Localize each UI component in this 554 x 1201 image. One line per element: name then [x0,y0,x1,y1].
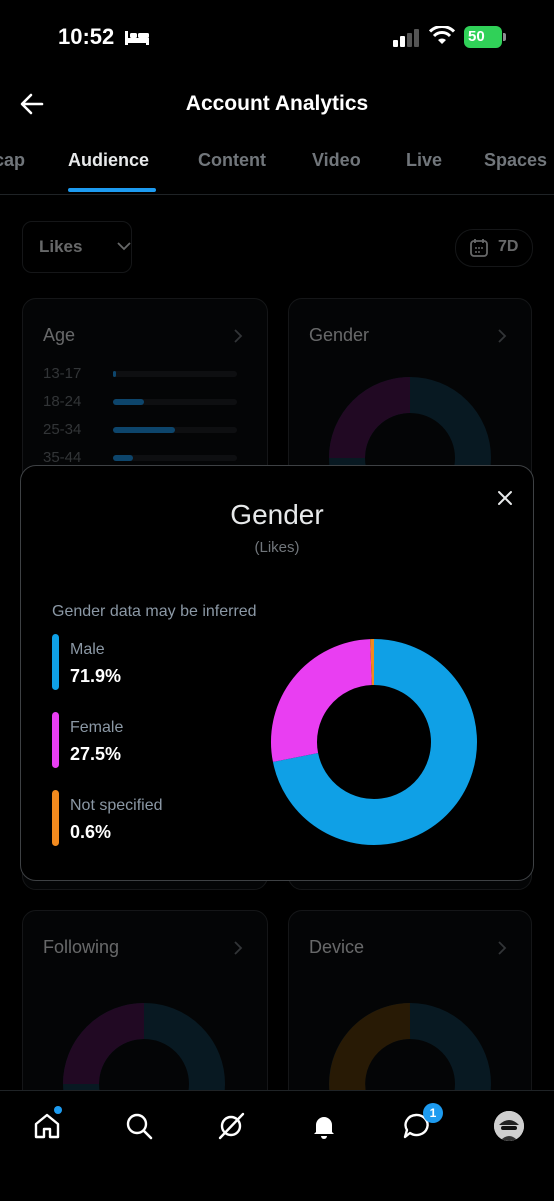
home-new-indicator [54,1106,62,1114]
chevron-right-icon [498,329,507,343]
tab-spaces[interactable]: Spaces [484,150,547,171]
date-range-label: 7D [498,238,518,256]
legend-label: Male [70,641,105,659]
tab-live[interactable]: Live [406,150,442,171]
age-label: 25-34 [43,421,81,438]
app-header: Account Analytics [0,76,554,132]
age-bar-fill [113,427,175,433]
tab-overview[interactable]: cap [0,150,25,171]
grok-icon[interactable] [216,1111,246,1141]
date-range-button[interactable]: 7D [455,229,533,267]
legend-label: Female [70,719,123,737]
legend-swatch [52,790,59,846]
sleep-focus-icon [124,28,150,46]
status-time: 10:52 [58,24,114,50]
metric-dropdown-value: Likes [39,237,82,257]
chevron-right-icon [234,329,243,343]
gender-donut-chart [270,638,478,846]
messages-badge: 1 [423,1103,443,1123]
donut-slice-female [294,662,371,757]
legend-label: Not specified [70,797,163,815]
card-title: Gender [309,325,369,346]
age-bar-fill [113,399,144,405]
chevron-right-icon [498,941,507,955]
legend-value: 0.6% [70,822,111,843]
legend-value: 71.9% [70,666,121,687]
calendar-icon [469,238,489,258]
modal-title: Gender [21,499,533,531]
chevron-right-icon [234,941,243,955]
wifi-icon [429,26,455,46]
modal-subtitle: (Likes) [21,539,533,556]
legend-swatch [52,634,59,690]
age-bar [113,427,237,433]
gender-modal: Gender (Likes) Gender data may be inferr… [20,465,534,881]
age-bar-fill [113,455,133,461]
cellular-signal-icon [393,29,421,47]
age-label: 18-24 [43,393,81,410]
chevron-down-icon [117,242,131,251]
search-icon[interactable] [124,1111,154,1141]
active-tab-indicator [68,188,156,192]
close-icon[interactable] [495,488,515,508]
profile-avatar[interactable] [494,1111,524,1141]
battery-indicator: 50 [464,26,502,48]
page-title: Account Analytics [0,92,554,116]
tab-audience[interactable]: Audience [68,150,149,171]
age-bar-fill [113,371,116,377]
home-icon[interactable] [32,1111,62,1141]
card-title: Device [309,937,364,958]
age-bar [113,455,237,461]
tab-content[interactable]: Content [198,150,266,171]
battery-level: 50 [468,28,485,45]
card-title: Following [43,937,119,958]
age-bar [113,371,237,377]
age-label: 13-17 [43,365,81,382]
legend-swatch [52,712,59,768]
analytics-tabs: cap Audience Content Video Live Spaces [0,140,554,195]
age-bar [113,399,237,405]
age-label: 35-44 [43,449,81,466]
notifications-icon[interactable] [309,1111,339,1141]
legend-value: 27.5% [70,744,121,765]
avatar-image [494,1111,524,1141]
inference-note: Gender data may be inferred [52,603,257,621]
card-title: Age [43,325,75,346]
metric-dropdown[interactable]: Likes [22,221,132,273]
tab-video[interactable]: Video [312,150,361,171]
bottom-nav: 1 [0,1090,554,1201]
status-bar: 10:52 50 [0,0,554,76]
